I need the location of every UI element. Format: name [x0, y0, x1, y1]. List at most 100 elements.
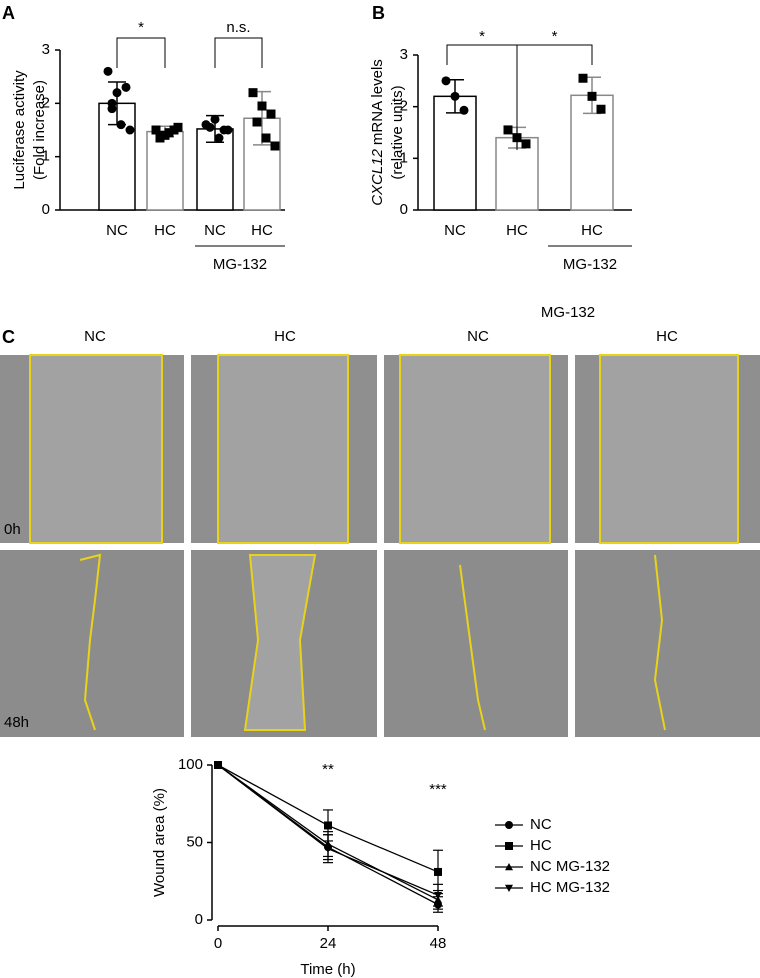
annotation: *: [138, 19, 144, 36]
y-axis-label-part: mRNA levels: [369, 59, 386, 145]
bracket: [116, 37, 166, 68]
legend-marker: [505, 821, 513, 829]
x-tick-label: 0: [214, 935, 222, 952]
image: [0, 550, 184, 737]
y-tick-label: 1: [42, 148, 50, 165]
y-tick-label: 2: [42, 94, 50, 111]
point: [155, 130, 165, 140]
image: [384, 550, 568, 737]
point: [324, 845, 332, 853]
x-tick-label: NC: [106, 222, 128, 239]
y-axis-label: (relative units): [389, 85, 406, 179]
annotation: n.s.: [226, 19, 250, 36]
point: [214, 133, 224, 143]
y-tick-label: 3: [400, 46, 408, 63]
panel-label: C: [2, 327, 15, 347]
point: [173, 122, 183, 132]
point: [578, 73, 588, 83]
point: [223, 125, 233, 135]
point: [587, 91, 597, 101]
point: [248, 88, 258, 98]
bar: [570, 94, 614, 211]
x-tick-label: HC: [581, 222, 603, 239]
annotation: ***: [429, 781, 447, 798]
y-axis-label: (Fold increase): [31, 80, 48, 180]
point: [210, 114, 220, 124]
point: [116, 120, 126, 130]
x-tick-label: NC: [204, 222, 226, 239]
y-tick-label: 100: [178, 756, 203, 773]
x-tick-label: HC: [506, 222, 528, 239]
point: [270, 141, 280, 151]
column-label: HC: [274, 328, 296, 345]
column-label: NC: [467, 328, 489, 345]
image: [575, 550, 760, 737]
column-label: HC: [656, 328, 678, 345]
micrographs: [0, 354, 760, 737]
annotation: **: [322, 761, 334, 778]
annotation: *: [479, 28, 485, 45]
legend-label: NC MG-132: [530, 858, 610, 875]
wound: [243, 554, 317, 731]
y-tick-label: 0: [400, 201, 408, 218]
point: [324, 821, 332, 830]
legend-marker: [505, 842, 513, 850]
point: [434, 867, 442, 876]
y-tick-label: 0: [195, 911, 203, 928]
point: [151, 125, 161, 135]
panel-label: B: [372, 3, 385, 23]
point: [121, 82, 131, 92]
y-axis-label: Wound area (%): [151, 788, 168, 897]
panel-label: A: [2, 3, 15, 23]
legend-label: HC: [530, 837, 552, 854]
point: [503, 125, 513, 135]
x-tick-label: NC: [444, 222, 466, 239]
wound: [217, 354, 349, 544]
legend-label: HC MG-132: [530, 879, 610, 896]
wound: [399, 354, 551, 544]
point: [521, 139, 531, 149]
legend-marker: [505, 863, 513, 871]
legend-marker: [505, 884, 513, 892]
point: [205, 122, 215, 132]
y-tick-label: 1: [400, 149, 408, 166]
row-label: 0h: [4, 521, 21, 538]
x-axis-label: Time (h): [300, 961, 355, 978]
y-tick-label: 2: [400, 98, 408, 115]
point: [252, 117, 262, 127]
wound-edge: [79, 553, 102, 731]
point: [441, 76, 451, 86]
legend-label: NC: [530, 816, 552, 833]
group-label: MG-132: [563, 256, 617, 273]
point: [450, 91, 460, 101]
point: [266, 109, 276, 119]
x-tick-label: HC: [154, 222, 176, 239]
point: [257, 101, 267, 111]
point: [459, 105, 469, 115]
point: [261, 133, 271, 143]
wound-edge: [459, 564, 486, 731]
annotation: *: [552, 28, 558, 45]
wound-edge: [653, 554, 666, 731]
row-label: 48h: [4, 714, 29, 731]
point: [103, 66, 113, 76]
x-tick-label: HC: [251, 222, 273, 239]
point: [125, 125, 135, 135]
y-axis-label: Luciferase activity: [11, 70, 28, 190]
wound: [29, 354, 163, 544]
y-tick-label: 0: [42, 201, 50, 218]
y-axis-label: CXCL12 mRNA levels: [369, 59, 386, 206]
point: [112, 88, 122, 98]
bracket: [446, 44, 593, 150]
group-label: MG-132: [213, 256, 267, 273]
point: [434, 892, 442, 900]
point: [164, 128, 174, 138]
column-label: NC: [84, 328, 106, 345]
y-axis-label-gene: CXCL12: [369, 148, 386, 205]
bar: [146, 130, 184, 211]
group-label: MG-132: [541, 304, 595, 321]
x-tick-label: 24: [320, 935, 337, 952]
point: [596, 104, 606, 114]
bracket: [214, 37, 263, 68]
